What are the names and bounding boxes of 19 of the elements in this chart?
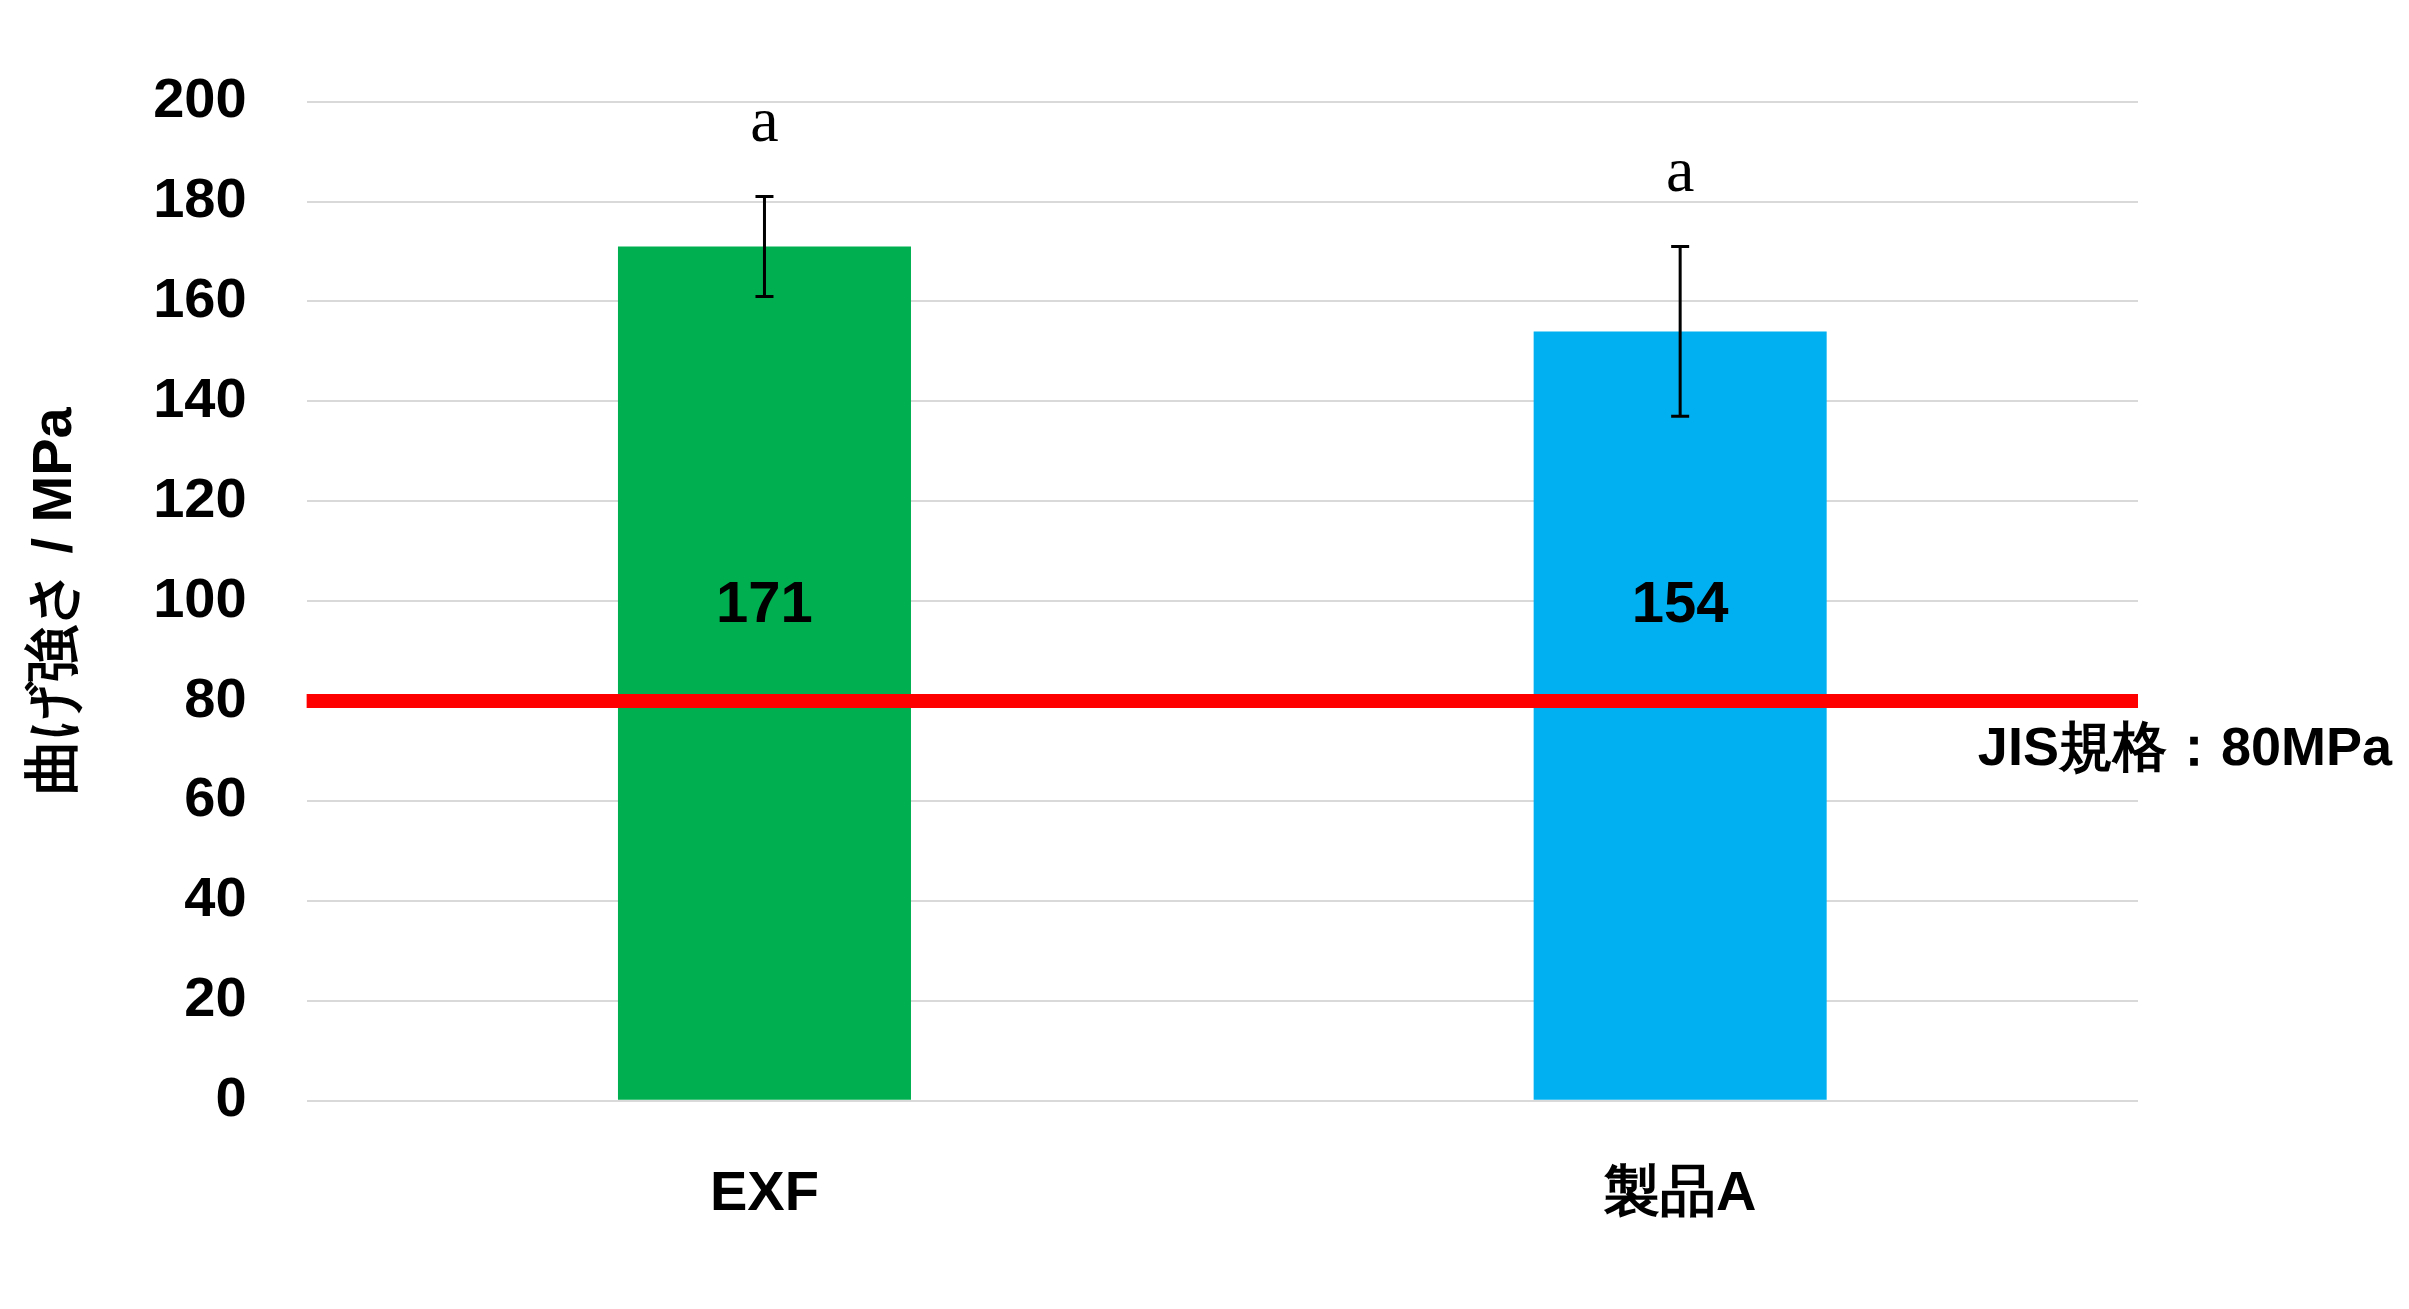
y-tick-label: 40 [184, 865, 247, 929]
y-tick-label: 140 [153, 365, 247, 429]
annotation: a [1665, 134, 1695, 206]
annotation: a [750, 84, 779, 156]
y-tick-label: 160 [153, 265, 247, 329]
y-tick-label: 180 [153, 165, 247, 229]
y-tick-label: 100 [153, 565, 247, 629]
y-tick-label: 120 [153, 465, 247, 529]
y-axis-title: 曲げ強さ / MPa [20, 406, 84, 796]
y-tick-label: 80 [184, 665, 247, 729]
y-tick-label: 200 [153, 66, 247, 130]
y-tick-label: 20 [184, 965, 247, 1029]
y-tick-label: 0 [215, 1065, 247, 1129]
data-label: 171 [716, 569, 813, 635]
x-tick-label: 製品A [1602, 1158, 1757, 1222]
data-label: 154 [1631, 569, 1729, 635]
ref-line-label: JIS規格：80MPa [1977, 716, 2393, 777]
y-tick-label: 60 [184, 765, 247, 829]
x-tick-label: EXF [710, 1158, 819, 1222]
